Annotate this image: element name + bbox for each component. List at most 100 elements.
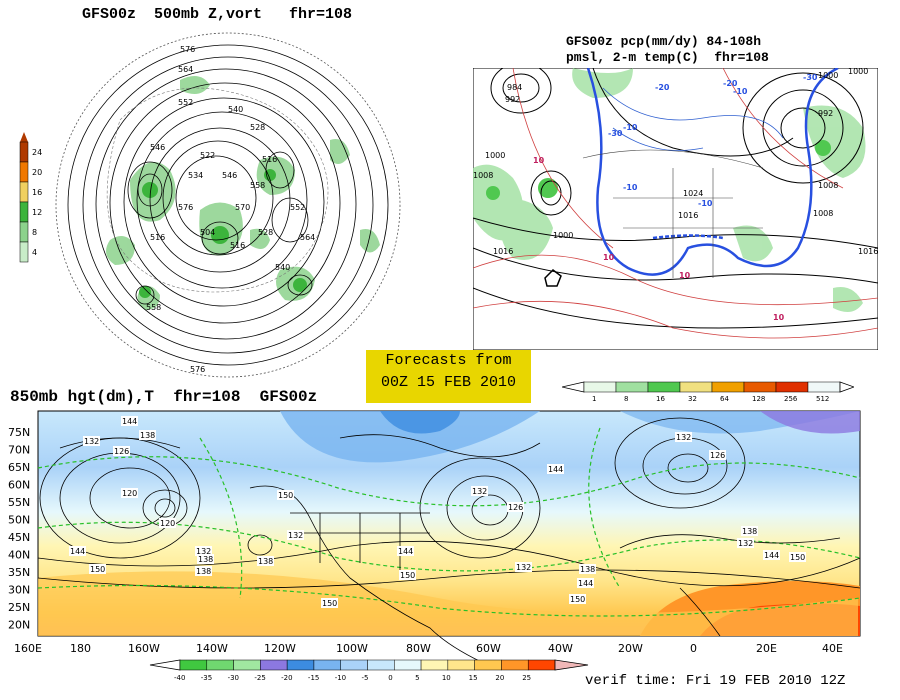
precip-scale-label: 8 [624,395,628,403]
pressure-label: 992 [818,109,833,118]
height-label: 150 [322,599,337,608]
forecast-line1: Forecasts from [385,352,512,369]
height-label-bg [113,446,130,456]
panel-500-map: 576 564 552 540 528 516 522 534 546 558 570 576 546 5… [19,32,401,378]
pressure-label: 1016 [858,247,878,256]
temp-label: -30 [803,73,818,82]
temp-label: -10 [623,183,638,192]
height-label-bg [89,564,106,574]
precip-scale-label: 1 [592,395,596,403]
verif-time: verif time: Fri 19 FEB 2010 12Z [585,673,846,689]
precip-scale: 1 8 16 32 64 128 256 512 [562,381,854,403]
precip-scale-block [743,381,777,393]
temp-scale-block [474,659,502,671]
height-label-bg [741,526,758,536]
lat-label: 45N [8,531,30,544]
height-label-bg [139,430,156,440]
lat-label: 75N [8,426,30,439]
pressure-label: 1016 [678,211,698,220]
height-contours-850 [37,417,861,589]
temp-scale-label: -40 [174,674,185,682]
lat-label: 60N [8,479,30,492]
forecast-date-box: Forecasts from 00Z 15 FEB 2010 [366,350,531,403]
lon-label: 20W [618,642,643,655]
height-label-bg [763,550,780,560]
cold-contours [602,87,784,151]
temp-label: -10 [623,123,638,132]
panel-850-map: 75N 70N 65N 60N 55N 50N 45N 40N 35N 30N 25N 20N 160… [8,410,861,671]
panel-500-title: GFS00z 500mb Z,vort fhr=108 [82,6,353,23]
lat-label: 30N [8,584,30,597]
contour-label: 552 [178,98,193,107]
precip-scale-block [647,381,681,393]
contour-label: 576 [178,203,193,212]
vort-scale-label: 4 [32,248,37,257]
height-label-bg [197,554,214,564]
lon-label: 40E [822,642,843,655]
temp-label: 10 [533,156,545,165]
freezing-line [586,68,839,276]
height-label: 132 [84,437,99,446]
vort-scale-block [19,161,29,183]
contour-label: 540 [228,105,243,114]
pressure-label: 1000 [485,151,505,160]
height-label-bg [83,436,100,446]
precip-scale-block [679,381,713,393]
lon-label: 140W [196,642,228,655]
temp-scale-label: 0 [388,674,392,682]
lon-label: 0 [690,642,697,655]
contour-label: 576 [180,45,195,54]
precip-heavy [486,140,831,200]
vort-scale-block [19,241,29,263]
height-label: 144 [548,465,563,474]
lon-label: 60W [476,642,501,655]
lon-axis: 160E 180 160W 140W 120W 100W 80W 60W 40W 20W 0 20E 4… [14,642,843,655]
panel-pcp-title-line1: GFS00z pcp(mm/dy) 84-108h [566,34,762,49]
height-label: 138 [140,431,155,440]
vort-scale-label: 16 [32,188,42,197]
temp-scale-block [367,659,395,671]
height-label: 144 [122,417,137,426]
pressure-label: 1008 [473,171,493,180]
height-label: 132 [738,539,753,548]
height-contours [67,44,389,366]
height-label-bg [515,562,532,572]
lon-label: 160W [128,642,160,655]
pressure-label: 1024 [683,189,703,198]
temp-scale-label: 25 [522,674,531,682]
lon-label: 20E [756,642,777,655]
precip-scale-label: 64 [720,395,729,403]
precip-scale-block [615,381,649,393]
height-label: 132 [472,487,487,496]
temp-label: 10 [603,253,615,262]
height-label-bg [121,488,138,498]
height-label-bg [287,530,304,540]
vort-scale-label: 20 [32,168,42,177]
height-label-bg [195,566,212,576]
contour-label: 516 [262,155,277,164]
pressure-label: 1000 [848,68,868,76]
height-label: 126 [508,503,523,512]
temp-scale-block [394,659,422,671]
temp-scale-block [233,659,261,671]
height-label-bg [195,546,212,556]
lon-label: 160E [14,642,42,655]
temp-scale-label: -30 [228,674,239,682]
height-label-bg [277,490,294,500]
height-label: 144 [398,547,413,556]
height-label-bg [121,416,138,426]
height-label-bg [789,552,806,562]
contour-label: 534 [188,171,203,180]
contour-label: 564 [178,65,193,74]
lon-label: 100W [336,642,368,655]
height-label-bg [69,546,86,556]
height-label: 138 [742,527,757,536]
height-label-bg [579,564,596,574]
contour-label: 546 [150,143,165,152]
vort-scale-block [19,221,29,243]
temp-scale-block [260,659,288,671]
contour-labels: 576 564 552 540 528 516 522 534 546 558 570 576 546 5… [146,45,315,374]
contour-label: 528 [250,123,265,132]
height-label-bg [257,556,274,566]
lat-label: 40N [8,549,30,562]
